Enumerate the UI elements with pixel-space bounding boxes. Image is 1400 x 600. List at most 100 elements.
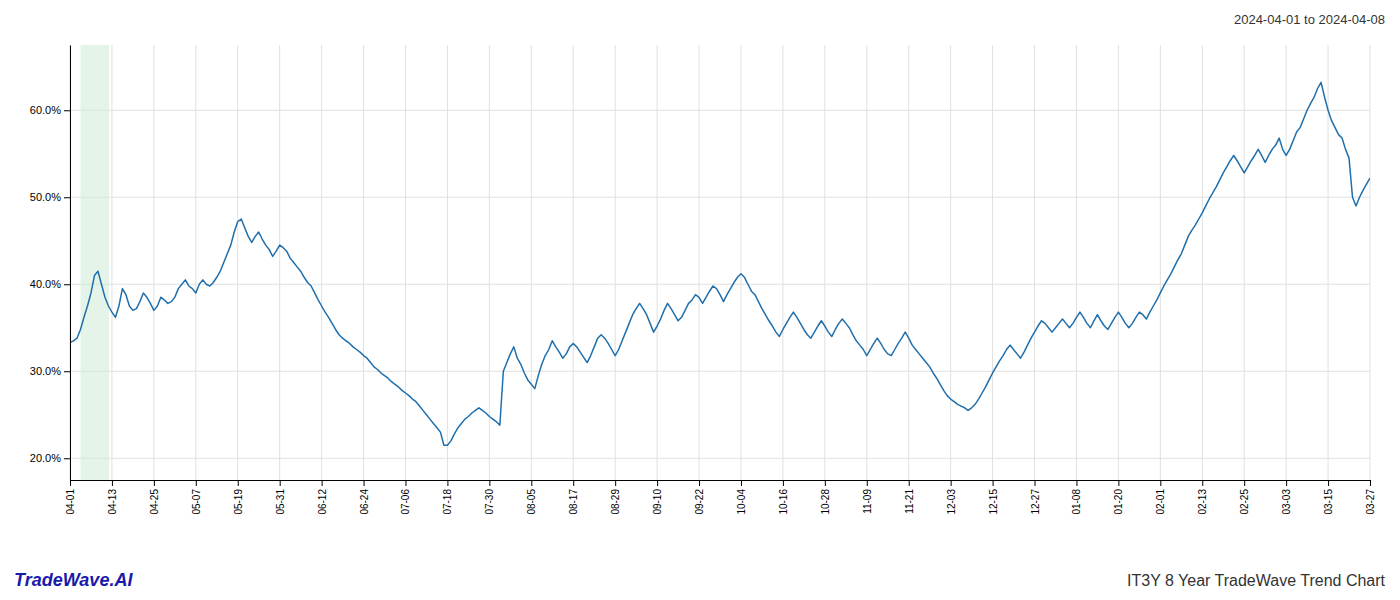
x-tick-mark	[154, 480, 155, 486]
y-tick: 40.0%	[30, 278, 70, 290]
x-tick: 03-27	[1365, 480, 1376, 515]
x-grid-line	[237, 45, 238, 480]
y-tick-mark	[64, 458, 70, 459]
y-grid-line	[70, 371, 1370, 372]
x-tick-label: 02-25	[1239, 489, 1250, 515]
x-tick-label: 04-25	[149, 489, 160, 515]
x-tick-mark	[741, 480, 742, 486]
x-tick: 12-27	[1030, 480, 1041, 515]
x-tick-mark	[1202, 480, 1203, 486]
x-grid-line	[405, 45, 406, 480]
x-tick-mark	[112, 480, 113, 486]
x-grid-line	[908, 45, 909, 480]
shaded-span	[80, 45, 109, 480]
y-tick-label: 20.0%	[30, 452, 61, 464]
x-grid-line	[153, 45, 154, 480]
x-tick-mark	[1328, 480, 1329, 486]
x-grid-line	[615, 45, 616, 480]
x-tick-mark	[615, 480, 616, 486]
x-tick: 08-29	[610, 480, 621, 515]
y-axis: 20.0% 30.0% 40.0% 50.0% 60.0%	[30, 46, 71, 481]
x-tick-label: 12-03	[946, 489, 957, 515]
x-tick-mark	[447, 480, 448, 486]
x-tick-mark	[196, 480, 197, 486]
x-tick-mark	[405, 480, 406, 486]
x-tick-mark	[1076, 480, 1077, 486]
x-grid-line	[573, 45, 574, 480]
x-tick-label: 01-20	[1113, 489, 1124, 515]
x-tick-label: 08-17	[568, 489, 579, 515]
x-tick-label: 07-06	[400, 489, 411, 515]
x-tick: 02-01	[1155, 480, 1166, 515]
y-tick: 20.0%	[30, 452, 70, 464]
x-tick: 05-19	[233, 480, 244, 515]
x-tick-label: 04-01	[65, 489, 76, 515]
x-tick-mark	[364, 480, 365, 486]
x-grid-line	[111, 45, 112, 480]
plot-area: 04-0104-1304-2505-0705-1905-3106-1206-24…	[30, 45, 1376, 515]
x-tick-mark	[489, 480, 490, 486]
x-tick-mark	[1160, 480, 1161, 486]
x-grid-line	[950, 45, 951, 480]
x-grid-line	[321, 45, 322, 480]
x-tick: 12-15	[988, 480, 999, 515]
x-tick: 11-09	[862, 480, 873, 514]
x-tick-label: 03-15	[1323, 489, 1334, 515]
x-tick: 05-31	[275, 480, 286, 515]
y-tick: 30.0%	[30, 365, 70, 377]
x-grid-line	[699, 45, 700, 480]
x-tick-mark	[909, 480, 910, 486]
y-tick-label: 40.0%	[30, 278, 61, 290]
x-tick: 06-24	[359, 480, 370, 515]
x-tick-mark	[322, 480, 323, 486]
x-grid-line	[866, 45, 867, 480]
grid	[70, 45, 1370, 480]
x-tick: 09-22	[694, 480, 705, 515]
subtitle: 2024-04-01 to 2024-04-08	[1234, 12, 1385, 27]
x-tick-label: 10-16	[778, 489, 789, 515]
x-tick-mark	[657, 480, 658, 486]
x-tick-label: 09-22	[694, 489, 705, 515]
x-tick-mark	[573, 480, 574, 486]
y-tick: 50.0%	[30, 191, 70, 203]
x-tick-label: 05-19	[233, 489, 244, 515]
x-tick-label: 11-21	[904, 489, 915, 514]
x-grid-line	[489, 45, 490, 480]
x-grid-line	[992, 45, 993, 480]
x-tick: 10-04	[736, 480, 747, 515]
x-grid-line	[1202, 45, 1203, 480]
x-tick-label: 03-03	[1281, 489, 1292, 515]
x-tick-mark	[867, 480, 868, 486]
y-tick: 60.0%	[30, 104, 70, 116]
x-tick-label: 10-04	[736, 489, 747, 515]
x-tick: 10-28	[820, 480, 831, 515]
x-tick: 02-13	[1197, 480, 1208, 515]
x-grid-line	[447, 45, 448, 480]
x-tick-label: 06-24	[359, 489, 370, 515]
x-tick-mark	[70, 480, 71, 486]
y-tick-label: 50.0%	[30, 191, 61, 203]
y-grid-line	[70, 284, 1370, 285]
x-tick: 04-25	[149, 480, 160, 515]
y-tick-mark	[64, 371, 70, 372]
data-layer	[70, 45, 1370, 480]
title: IT3Y 8 Year TradeWave Trend Chart	[1127, 572, 1385, 589]
x-grid-line	[363, 45, 364, 480]
x-tick-mark	[238, 480, 239, 486]
y-grid-line	[70, 197, 1370, 198]
x-grid-line	[782, 45, 783, 480]
x-grid-line	[1034, 45, 1035, 480]
y-tick-label: 60.0%	[30, 104, 61, 116]
x-tick-mark	[1244, 480, 1245, 486]
x-tick-label: 05-07	[191, 489, 202, 515]
chart-container: 04-0104-1304-2505-0705-1905-3106-1206-24…	[0, 0, 1400, 600]
x-tick: 04-01	[65, 480, 76, 515]
x-tick: 07-18	[442, 480, 453, 515]
x-tick-mark	[280, 480, 281, 486]
y-tick-mark	[64, 110, 70, 111]
x-tick-mark	[699, 480, 700, 486]
x-tick: 01-20	[1113, 480, 1124, 515]
x-tick-mark	[783, 480, 784, 486]
x-tick-mark	[1118, 480, 1119, 486]
x-tick-mark	[531, 480, 532, 486]
